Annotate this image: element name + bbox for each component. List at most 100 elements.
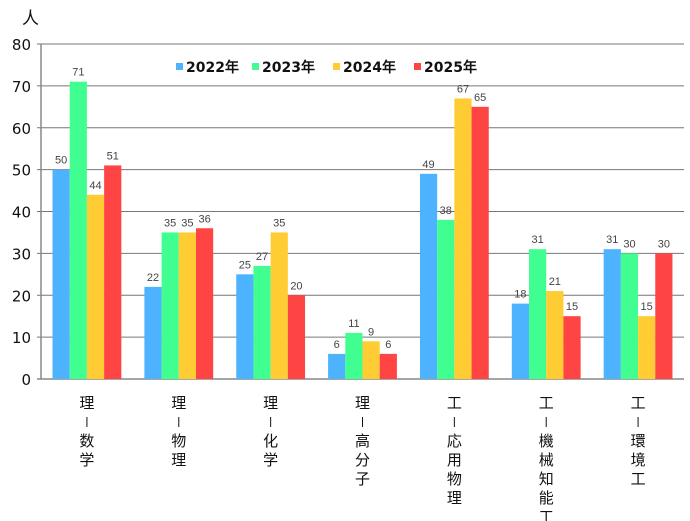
data-label: 71 [72, 67, 84, 79]
legend-label: 2022年 [186, 59, 239, 76]
bar [529, 249, 547, 379]
legend-label: 2024年 [343, 59, 396, 76]
data-label: 35 [164, 217, 176, 229]
y-tick-label: 60 [12, 120, 31, 138]
bar [638, 316, 656, 379]
bar [454, 98, 472, 379]
category-char: 理 [171, 394, 186, 412]
data-label: 67 [457, 83, 469, 95]
category-char: 理 [263, 394, 278, 412]
legend-swatch [333, 63, 340, 70]
category-char: 分 [355, 451, 370, 469]
legend: 2022年 2023年 2024年 2025年 [176, 59, 477, 76]
category-char: 高 [355, 432, 370, 450]
data-label: 21 [549, 276, 561, 288]
data-label: 50 [55, 155, 67, 167]
legend-swatch [176, 63, 183, 70]
category-char: 工 [539, 394, 554, 412]
category-char: 械 [539, 451, 554, 469]
bar [161, 232, 179, 379]
bar [437, 219, 455, 379]
bar [236, 274, 254, 379]
bar [620, 253, 639, 379]
data-label: 15 [641, 301, 653, 313]
y-axis-label: 人 [22, 9, 39, 29]
bar [471, 106, 489, 379]
category-char: 境 [631, 451, 646, 469]
data-label: 30 [658, 238, 670, 250]
category-char: 学 [79, 451, 94, 469]
gridlines [37, 43, 684, 380]
bar [362, 341, 380, 379]
data-label: 38 [440, 205, 452, 217]
data-label: 6 [385, 339, 391, 351]
category-char: 能 [539, 489, 554, 507]
data-label: 35 [181, 217, 193, 229]
category-char: 理 [355, 394, 370, 412]
data-label: 18 [514, 289, 526, 301]
bar [270, 232, 288, 379]
bars [52, 81, 673, 379]
data-label: 36 [198, 213, 210, 225]
bar [419, 173, 438, 379]
data-label: 49 [422, 159, 434, 171]
category-char: 応 [447, 432, 462, 450]
bar [104, 165, 122, 379]
legend-label: 2025年 [424, 59, 477, 76]
bar [144, 286, 162, 379]
category-char: 工 [447, 394, 462, 412]
legend-swatch [252, 63, 259, 70]
category-char: 理 [447, 489, 462, 507]
category-char: 工 [631, 470, 646, 488]
category-char: 機 [539, 432, 554, 450]
bar [328, 353, 346, 379]
bar [69, 81, 87, 379]
bar [195, 228, 214, 379]
data-label: 22 [147, 272, 159, 284]
y-tick-label: 50 [12, 162, 31, 180]
category-char: 理 [79, 394, 94, 412]
category-char: 用 [447, 451, 462, 469]
legend-swatch [414, 63, 421, 70]
category-char: 学 [263, 451, 278, 469]
data-label: 44 [89, 180, 101, 192]
y-tick-label: 80 [12, 36, 31, 54]
bar [379, 353, 397, 379]
y-tick-label: 70 [12, 78, 31, 96]
legend-label: 2023年 [262, 59, 315, 76]
bar [546, 291, 564, 379]
bar [287, 295, 306, 379]
data-label: 6 [334, 339, 340, 351]
data-label: 15 [566, 301, 578, 313]
data-label: 25 [239, 259, 251, 271]
category-char: 化 [263, 432, 278, 450]
data-label: 20 [290, 280, 302, 292]
category-label: 理化学 [263, 394, 278, 469]
bar [603, 249, 621, 379]
bar [511, 303, 530, 379]
category-char: 環 [631, 432, 646, 450]
data-label: 65 [474, 92, 486, 104]
bar [253, 265, 271, 379]
category-char: 工 [539, 508, 554, 521]
data-label: 27 [256, 251, 268, 263]
y-tick-label: 20 [12, 287, 31, 305]
y-tick-label: 10 [12, 329, 31, 347]
data-label: 9 [368, 326, 374, 338]
category-char: 工 [631, 394, 646, 412]
category-char: 数 [79, 432, 94, 450]
bar [52, 169, 70, 379]
category-label: 理数学 [79, 394, 94, 469]
category-char: 知 [539, 470, 554, 488]
data-label: 35 [273, 217, 285, 229]
y-tick-label: 30 [12, 245, 31, 263]
bar [655, 253, 673, 379]
category-char: 物 [171, 432, 186, 450]
bar [563, 316, 581, 379]
